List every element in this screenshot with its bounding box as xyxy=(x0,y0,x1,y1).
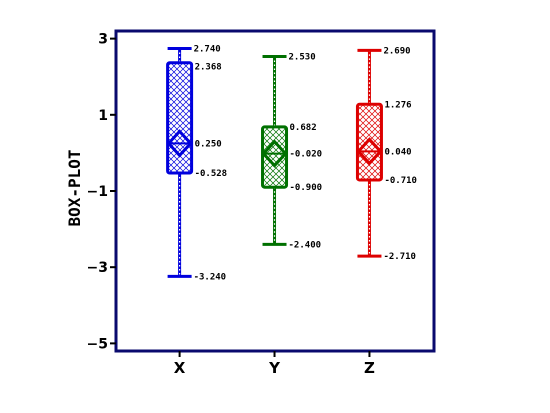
x-tick-label: X xyxy=(174,359,186,377)
value-label-min: -2.710 xyxy=(383,252,416,262)
box-series: 2.740 2.368 0.250 -0.528 -3.240 2.530 0.682 -0.… xyxy=(166,45,417,282)
box-body xyxy=(261,125,289,189)
mean-diamond xyxy=(261,139,288,168)
value-label-max: 2.690 xyxy=(383,46,410,56)
box-y: 2.530 0.682 -0.020 -0.900 -2.400 xyxy=(261,53,323,250)
box-body xyxy=(166,61,194,175)
value-label-mean: 0.040 xyxy=(384,147,411,157)
y-axis-label: BOX-PLOT xyxy=(65,149,84,226)
mean-diamond xyxy=(166,129,193,158)
y-tick-label: −5 xyxy=(87,336,108,352)
mean-diamond xyxy=(356,137,383,166)
value-label-mean: -0.020 xyxy=(290,150,323,160)
value-label-max: 2.530 xyxy=(289,53,316,63)
value-label-max: 2.740 xyxy=(194,45,221,55)
value-label-min: -3.240 xyxy=(194,272,227,282)
value-label-q3: 1.276 xyxy=(384,100,411,110)
y-tick-label: 3 xyxy=(98,32,108,48)
y-tick-label: −1 xyxy=(87,184,108,200)
box-body xyxy=(355,102,383,182)
y-axis: 3 1 −1 −3 −5 xyxy=(87,32,116,352)
value-label-min: -2.400 xyxy=(289,240,322,250)
box-x: 2.740 2.368 0.250 -0.528 -3.240 xyxy=(166,45,228,282)
value-label-q1: -0.710 xyxy=(384,176,417,186)
value-label-q3: 2.368 xyxy=(195,63,222,73)
value-label-q1: -0.900 xyxy=(290,183,323,193)
value-label-q1: -0.528 xyxy=(195,169,228,179)
box-z: 2.690 1.276 0.040 -0.710 -2.710 xyxy=(355,46,417,262)
y-tick-label: −3 xyxy=(87,260,108,276)
x-axis: X Y Z xyxy=(174,351,375,377)
value-label-q3: 0.682 xyxy=(290,123,317,133)
x-tick-label: Z xyxy=(364,359,375,377)
value-label-mean: 0.250 xyxy=(195,139,222,149)
y-tick-label: 1 xyxy=(98,108,108,124)
x-tick-label: Y xyxy=(268,359,281,377)
